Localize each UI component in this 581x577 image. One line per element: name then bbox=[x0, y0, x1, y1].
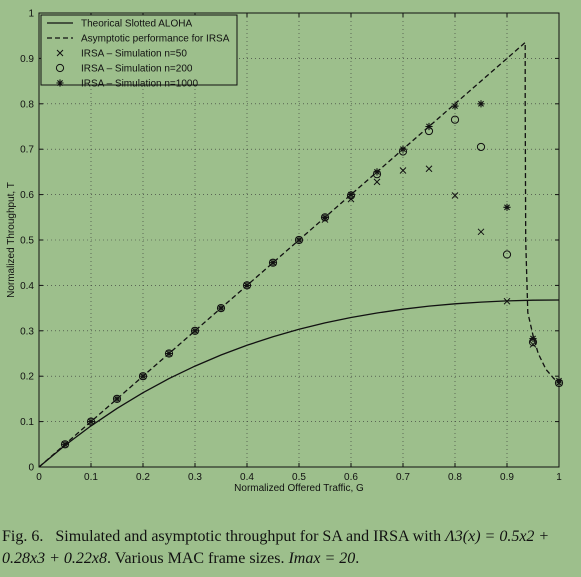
caption-math-a: Λ3(x) = 0.5x2 + 0.28x3 + 0.22x8 bbox=[2, 528, 550, 567]
series-point-4 bbox=[165, 349, 173, 358]
series-point-4 bbox=[477, 100, 485, 108]
caption-label: Fig. 6. bbox=[2, 528, 44, 545]
series-point-4 bbox=[451, 102, 459, 110]
legend-label-4: IRSA – Simulation n=1000 bbox=[81, 79, 198, 90]
series-point-4 bbox=[347, 191, 355, 199]
series-point-4 bbox=[503, 203, 511, 211]
x-axis-label: Normalized Offered Traffic, G bbox=[234, 483, 364, 494]
series-point-4 bbox=[139, 372, 147, 380]
figure-caption: Fig. 6. Simulated and asymptotic through… bbox=[2, 526, 578, 570]
series-point-2 bbox=[503, 297, 511, 305]
y-tick-label: 0.7 bbox=[20, 145, 34, 156]
x-tick-label: 0.4 bbox=[240, 472, 254, 483]
series-point-4 bbox=[373, 168, 381, 176]
y-tick-label: 0.1 bbox=[20, 417, 34, 428]
legend-marker-3 bbox=[55, 63, 65, 73]
x-tick-label: 0.8 bbox=[448, 472, 462, 483]
legend-box bbox=[40, 14, 238, 86]
series-point-4 bbox=[269, 259, 277, 267]
x-tick-label: 0 bbox=[36, 472, 42, 483]
x-axis: 0 0.1 0.2 0.3 0.4 0.5 0.6 0.7 0.8 0.9 1 bbox=[36, 13, 562, 483]
series-point-3 bbox=[450, 115, 460, 124]
legend-marker-4 bbox=[56, 79, 64, 87]
legend-label-2: IRSA – Simulation n=50 bbox=[81, 49, 187, 60]
caption-text-a: Simulated and asymptotic throughput for … bbox=[55, 528, 446, 545]
legend-marker-2 bbox=[56, 49, 64, 57]
x-tick-label: 0.1 bbox=[84, 472, 98, 483]
y-tick-label: 0.2 bbox=[20, 372, 34, 383]
y-tick-label: 0.3 bbox=[20, 326, 34, 337]
caption-text-b: . Various MAC frame sizes. bbox=[107, 550, 289, 567]
x-tick-label: 0.9 bbox=[500, 472, 514, 483]
series-point-4 bbox=[87, 418, 95, 426]
series-point-2 bbox=[477, 228, 485, 236]
series-point-2 bbox=[373, 178, 381, 186]
y-axis-label: Normalized Throughput, T bbox=[6, 182, 17, 298]
legend-label-3: IRSA – Simulation n=200 bbox=[81, 64, 193, 75]
series-line-0 bbox=[38, 299, 560, 468]
x-tick-label: 0.2 bbox=[136, 472, 150, 483]
series-point-4 bbox=[399, 145, 407, 153]
y-tick-label: 0.5 bbox=[20, 236, 34, 247]
y-tick-label: 0.8 bbox=[20, 99, 34, 110]
caption-math-b: Imax = 20 bbox=[288, 550, 356, 567]
series-point-4 bbox=[555, 377, 563, 385]
series-point-2 bbox=[399, 167, 407, 174]
throughput-chart: 0 0.1 0.2 0.3 0.4 0.5 0.6 0.7 0.8 0.9 1 0 0.1 0.2 0.3… bbox=[6, 9, 564, 494]
series-point-3 bbox=[476, 142, 486, 152]
x-tick-label: 0.5 bbox=[292, 472, 306, 483]
series-point-4 bbox=[191, 327, 199, 335]
legend: Theorical Slotted ALOHA Asymptotic perfor… bbox=[40, 14, 238, 90]
y-tick-label: 0.6 bbox=[20, 190, 34, 201]
series-layer bbox=[38, 41, 564, 468]
x-tick-label: 0.6 bbox=[344, 472, 358, 483]
legend-label-0: Theorical Slotted ALOHA bbox=[81, 19, 192, 30]
y-tick-label: 1 bbox=[28, 9, 34, 20]
caption-text-c: . bbox=[355, 550, 360, 567]
series-point-4 bbox=[529, 334, 537, 343]
x-tick-label: 0.3 bbox=[188, 472, 202, 483]
y-tick-label: 0 bbox=[28, 463, 34, 474]
series-point-2 bbox=[529, 341, 537, 348]
y-tick-label: 0.4 bbox=[20, 281, 34, 292]
series-point-4 bbox=[217, 304, 225, 312]
series-point-4 bbox=[113, 395, 121, 403]
series-point-4 bbox=[425, 122, 433, 131]
x-tick-label: 1 bbox=[556, 472, 562, 483]
y-axis: 0 0.1 0.2 0.3 0.4 0.5 0.6 0.7 0.8 0.9 1 bbox=[20, 9, 559, 474]
series-point-4 bbox=[61, 440, 69, 448]
series-point-4 bbox=[295, 236, 303, 244]
x-tick-label: 0.7 bbox=[396, 472, 410, 483]
series-point-2 bbox=[425, 165, 433, 173]
series-point-3 bbox=[502, 250, 512, 259]
series-point-2 bbox=[451, 192, 459, 199]
legend-label-1: Asymptotic performance for IRSA bbox=[81, 34, 230, 45]
y-tick-label: 0.9 bbox=[20, 54, 34, 65]
series-point-4 bbox=[321, 213, 329, 221]
series-point-4 bbox=[243, 281, 251, 289]
